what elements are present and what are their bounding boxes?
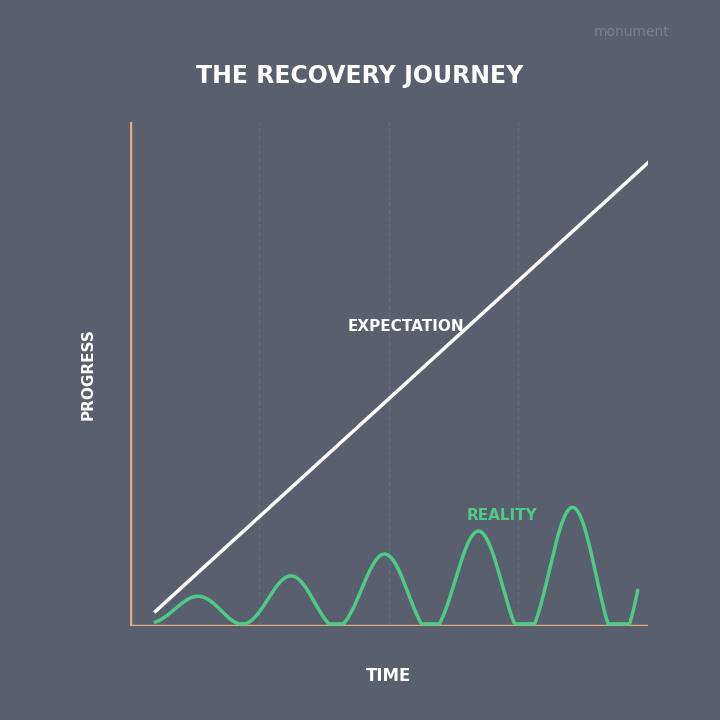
Text: PROGRESS: PROGRESS — [81, 328, 96, 420]
Text: TIME: TIME — [366, 667, 412, 685]
Text: REALITY: REALITY — [467, 508, 537, 523]
Text: THE RECOVERY JOURNEY: THE RECOVERY JOURNEY — [197, 63, 523, 88]
Text: EXPECTATION: EXPECTATION — [347, 319, 464, 334]
Text: monument: monument — [594, 25, 670, 39]
